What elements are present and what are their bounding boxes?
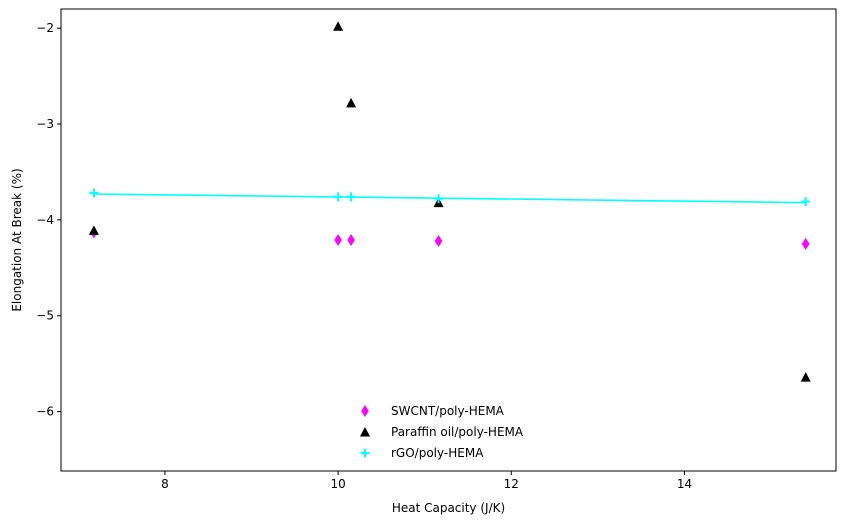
fit-line-group [93, 193, 806, 204]
data-points [88, 21, 811, 382]
legend-label: Paraffin oil/poly-HEMA [391, 425, 524, 439]
x-tick-label: 14 [677, 477, 692, 491]
data-point [800, 372, 811, 382]
y-tick-label: −6 [36, 405, 54, 419]
data-point [434, 234, 443, 247]
x-tick-label: 8 [161, 477, 169, 491]
y-tick-label: −5 [36, 309, 54, 323]
data-point [801, 237, 810, 250]
x-tick-label: 10 [330, 477, 345, 491]
legend-marker [360, 427, 370, 437]
y-tick-label: −3 [36, 117, 54, 131]
data-point [333, 192, 343, 202]
data-point [801, 197, 811, 207]
y-tick-label: −4 [36, 213, 54, 227]
data-point [346, 97, 357, 108]
data-point [333, 21, 344, 31]
y-axis-label: Elongation At Break (%) [10, 168, 24, 311]
fit-line [93, 193, 806, 204]
legend-label: SWCNT/poly-HEMA [391, 404, 505, 418]
data-point [334, 234, 342, 246]
plot-area [60, 8, 837, 472]
legend-label: rGO/poly-HEMA [391, 446, 484, 460]
data-point [346, 192, 356, 202]
x-axis: 8 10 12 14 [161, 471, 692, 491]
y-tick-label: −2 [36, 21, 54, 35]
x-axis-label: Heat Capacity (J/K) [392, 501, 505, 515]
legend: SWCNT/poly-HEMA Paraffin oil/poly-HEMA rGO… [360, 404, 524, 460]
data-point [347, 234, 355, 246]
legend-marker [360, 448, 370, 458]
data-point [88, 225, 99, 235]
legend-marker [361, 405, 369, 417]
data-point [89, 188, 99, 198]
data-point [434, 194, 444, 204]
x-tick-label: 12 [504, 477, 519, 491]
y-axis: −6 −5 −4 −3 −2 [36, 21, 61, 419]
